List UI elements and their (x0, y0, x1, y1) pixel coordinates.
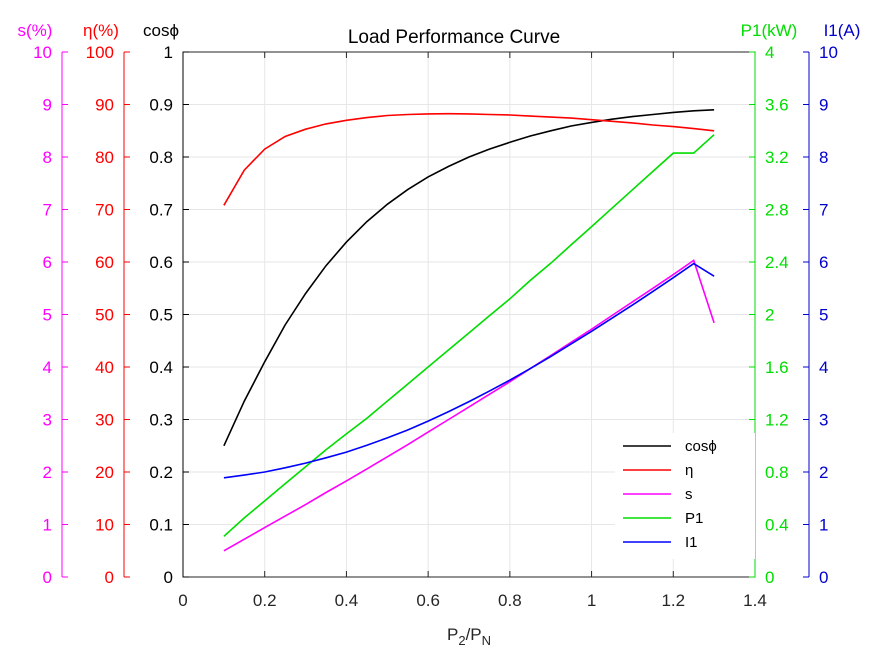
x-tick-label: 1.2 (661, 591, 685, 610)
y-tick-label-cos: 0.9 (149, 96, 173, 115)
series-line-s (223, 259, 715, 552)
y-tick-label-eta: 10 (95, 516, 114, 535)
legend-label-i1: I1 (685, 534, 698, 551)
y-axis-title-eta: η(%) (83, 21, 119, 40)
y-tick-label-p1: 2 (765, 306, 774, 325)
y-tick-label-p1: 4 (765, 43, 774, 62)
y-tick-label-s: 3 (43, 411, 52, 430)
y-tick-label-cos: 0.3 (149, 411, 173, 430)
y-tick-label-i1: 10 (819, 43, 838, 62)
y-tick-label-s: 9 (43, 96, 52, 115)
y-tick-label-p1: 2.4 (765, 253, 789, 272)
x-tick-label: 1.4 (743, 591, 767, 610)
y-tick-label-s: 0 (43, 568, 52, 587)
x-tick-label: 0.6 (416, 591, 440, 610)
x-label-base: P (447, 625, 458, 644)
legend-label-p1: P1 (685, 510, 703, 527)
y-tick-label-eta: 50 (95, 306, 114, 325)
y-axis-title-cos: cosϕ (143, 21, 179, 40)
y-tick-label-i1: 6 (819, 253, 828, 272)
series-line-i1 (223, 262, 715, 479)
y-axis-s: 0 1 2 3 4 5 6 7 8 9 10 s(%) (18, 21, 68, 587)
y-tick-label-i1: 0 (819, 568, 828, 587)
y-tick-label-eta: 70 (95, 201, 114, 220)
x-tick-label: 0 (178, 591, 187, 610)
y-tick-label-p1: 0.8 (765, 463, 789, 482)
y-tick-label-i1: 5 (819, 306, 828, 325)
y-axis-i1: 0 1 2 3 4 5 6 7 8 9 10 I1(A) (803, 21, 860, 587)
y-axis-title-s: s(%) (18, 21, 53, 40)
legend-label-eta: η (685, 462, 693, 479)
y-tick-label-eta: 0 (105, 568, 114, 587)
y-tick-label-cos: 0.6 (149, 253, 173, 272)
x-label-sub1: 2 (458, 633, 465, 648)
y-tick-label-eta: 100 (86, 43, 114, 62)
y-tick-label-eta: 30 (95, 411, 114, 430)
legend-label-cos: cosϕ (685, 438, 717, 455)
chart-title: Load Performance Curve (348, 27, 560, 48)
series-line-eta (223, 112, 715, 206)
legend: cosϕ ηs P1 I1 (615, 433, 755, 559)
legend-label-s: s (685, 486, 693, 503)
y-tick-label-cos: 0.8 (149, 148, 173, 167)
y-tick-label-s: 4 (43, 358, 52, 377)
x-tick-label: 1 (587, 591, 596, 610)
y-tick-label-p1: 0 (765, 568, 774, 587)
y-tick-label-s: 6 (43, 253, 52, 272)
y-tick-label-s: 8 (43, 148, 52, 167)
y-tick-label-s: 7 (43, 201, 52, 220)
x-tick-label: 0.8 (498, 591, 522, 610)
y-tick-label-i1: 1 (819, 516, 828, 535)
y-tick-label-cos: 0.2 (149, 463, 173, 482)
series-line-p1 (223, 134, 715, 537)
x-tick-label: 0.4 (335, 591, 359, 610)
x-tick-label: 0.2 (253, 591, 277, 610)
y-tick-label-i1: 9 (819, 96, 828, 115)
y-tick-label-p1: 3.2 (765, 148, 789, 167)
y-tick-label-eta: 20 (95, 463, 114, 482)
y-tick-label-cos: 0.7 (149, 201, 173, 220)
y-axis-title-i1: I1(A) (824, 21, 861, 40)
y-tick-label-i1: 8 (819, 148, 828, 167)
y-axis-eta: 0 10 20 30 40 50 60 70 80 90 100 η(%) (83, 21, 130, 587)
y-tick-label-p1: 1.6 (765, 358, 789, 377)
y-tick-label-p1: 1.2 (765, 411, 789, 430)
y-tick-label-s: 1 (43, 516, 52, 535)
y-tick-label-s: 2 (43, 463, 52, 482)
y-tick-label-i1: 4 (819, 358, 828, 377)
y-tick-label-s: 5 (43, 306, 52, 325)
y-tick-label-cos: 1 (164, 43, 173, 62)
series-lines (223, 109, 715, 552)
y-tick-label-p1: 2.8 (765, 201, 789, 220)
y-tick-label-i1: 3 (819, 411, 828, 430)
y-tick-label-i1: 2 (819, 463, 828, 482)
y-tick-label-i1: 7 (819, 201, 828, 220)
series-line-cos (223, 109, 715, 447)
y-axis-title-p1: P1(kW) (741, 21, 798, 40)
y-tick-label-s: 10 (33, 43, 52, 62)
y-tick-label-cos: 0.5 (149, 306, 173, 325)
y-tick-label-cos: 0.1 (149, 516, 173, 535)
y-axis-p1: 0 0.4 0.8 1.2 1.6 2 2.4 2.8 3.2 3.6 4 P1(kW) (741, 21, 798, 587)
y-tick-label-eta: 40 (95, 358, 114, 377)
axes: 0 0.2 0.4 0.6 0.8 1 1.2 1.4012345678910s(%)0102… (18, 21, 861, 610)
y-tick-label-eta: 80 (95, 148, 114, 167)
y-tick-label-cos: 0.4 (149, 358, 173, 377)
y-tick-label-p1: 0.4 (765, 516, 789, 535)
x-label-sep: /P (466, 625, 482, 644)
y-tick-label-eta: 90 (95, 96, 114, 115)
x-label-sub2: N (482, 633, 491, 648)
x-axis-label: P2/PN (447, 625, 491, 648)
y-tick-label-eta: 60 (95, 253, 114, 272)
y-axis-cos: 0 0.1 0.2 0.3 0.4 0.5 0.6 0.7 0.8 0.9 1 cosϕ (143, 21, 189, 587)
y-tick-label-p1: 3.6 (765, 96, 789, 115)
legend-box (615, 433, 755, 559)
y-tick-label-cos: 0 (164, 568, 173, 587)
